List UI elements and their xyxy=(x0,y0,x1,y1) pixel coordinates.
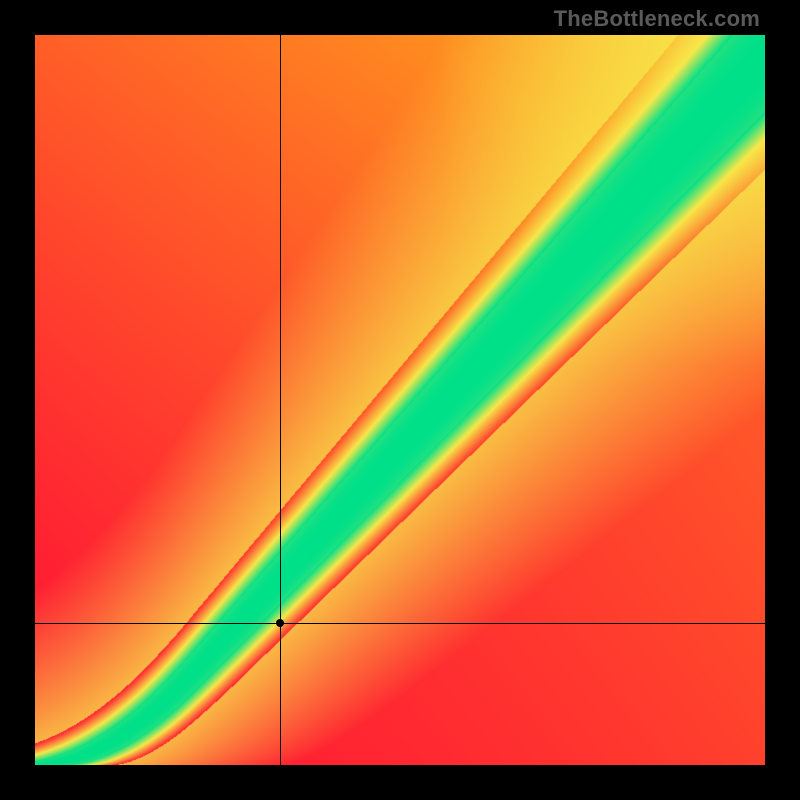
heatmap-plot-area xyxy=(35,35,765,765)
crosshair-marker-dot xyxy=(276,619,284,627)
crosshair-vertical-line xyxy=(280,35,281,765)
watermark-text: TheBottleneck.com xyxy=(554,6,760,32)
crosshair-horizontal-line xyxy=(35,623,765,624)
heatmap-canvas xyxy=(35,35,765,765)
